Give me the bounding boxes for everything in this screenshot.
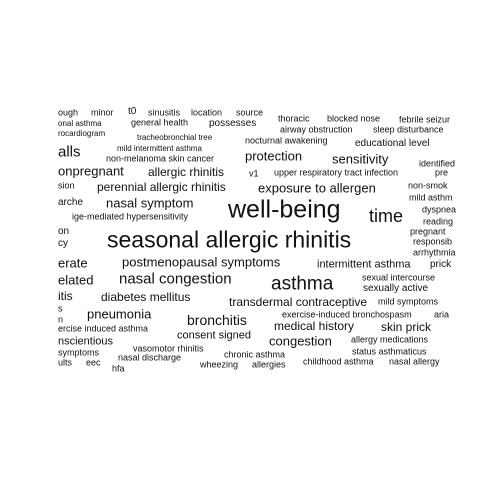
cloud-word-nasal-symptom: nasal symptom [106, 195, 194, 211]
cloud-word-arche: arche [58, 197, 84, 208]
cloud-word-source: source [236, 107, 264, 118]
cloud-word-protection: protection [245, 148, 303, 164]
cloud-word-erate: erate [58, 255, 88, 271]
cloud-word-blocked-nose: blocked nose [327, 113, 381, 124]
cloud-word-medical-history: medical history [274, 319, 355, 333]
cloud-word-nasal-discharge: nasal discharge [118, 352, 182, 363]
cloud-word-skin-prick: skin prick [381, 320, 432, 334]
cloud-word-location: location [191, 107, 223, 118]
cloud-word-seasonal-allergic-rhinitis: seasonal allergic rhinitis [107, 226, 352, 253]
cloud-word-educational-level: educational level [355, 138, 430, 149]
cloud-word-eec: eec [86, 357, 101, 368]
cloud-word-ults: ults [58, 357, 73, 368]
cloud-word-sexually-active: sexually active [363, 283, 429, 294]
cloud-word-sion: sion [58, 180, 75, 191]
cloud-word-childhood-asthma: childhood asthma [303, 356, 374, 367]
cloud-word-exposure-to-allergen: exposure to allergen [258, 180, 376, 196]
cloud-word-reading: reading [423, 216, 454, 227]
cloud-word-nocturnal-awakening: nocturnal awakening [245, 135, 328, 146]
cloud-word-mild-asthm: mild asthm [409, 192, 453, 203]
cloud-word-s: s [58, 303, 63, 314]
cloud-word-upper-respiratory-tract-infection: upper respiratory tract infection [274, 167, 399, 178]
cloud-word-n: n [58, 314, 64, 325]
cloud-word-well-being: well-being [228, 195, 341, 224]
cloud-word-t0: t0 [128, 106, 137, 117]
cloud-word-allergies: allergies [252, 359, 286, 370]
cloud-word-symptoms: symptoms [58, 347, 100, 358]
cloud-word-rocardiogram: rocardiogram [58, 129, 106, 138]
cloud-word-pneumonia: pneumonia [87, 306, 152, 322]
cloud-word-congestion: congestion [269, 333, 332, 349]
cloud-word-arrhythmia: arrhythmia [413, 247, 456, 258]
cloud-word-non-smok: non-smok [408, 180, 448, 191]
cloud-word-nasal-allergy: nasal allergy [389, 356, 440, 367]
cloud-word-mild-symptoms: mild symptoms [378, 296, 439, 307]
cloud-word-dyspnea: dyspnea [422, 204, 457, 215]
cloud-word-responsib: responsib [413, 236, 453, 247]
cloud-word-consent-signed: consent signed [177, 329, 251, 342]
cloud-word-exercise-induced-bronchospasm: exercise-induced bronchospasm [282, 309, 412, 320]
cloud-word-mild-intermittent-asthma: mild intermittent asthma [117, 144, 202, 153]
cloud-word-non-melanoma-skin-cancer: non-melanoma skin cancer [106, 153, 215, 164]
cloud-word-sensitivity: sensitivity [332, 151, 389, 167]
cloud-word-sexual-intercourse: sexual intercourse [362, 272, 436, 283]
cloud-word-hfa: hfa [112, 363, 125, 374]
cloud-word-nasal-congestion: nasal congestion [119, 270, 232, 288]
cloud-word-bronchitis: bronchitis [187, 312, 247, 328]
cloud-word-perennial-allergic-rhinitis: perennial allergic rhinitis [97, 180, 226, 194]
cloud-word-wheezing: wheezing [200, 359, 239, 370]
cloud-word-prick: prick [430, 259, 452, 270]
cloud-word-febrile-seizur: febrile seizur [399, 114, 451, 125]
cloud-word-chronic-asthma: chronic asthma [224, 349, 286, 360]
cloud-word-nscientious: nscientious [58, 335, 114, 348]
cloud-word-time: time [369, 206, 404, 226]
cloud-word-sleep-disturbance: sleep disturbance [373, 124, 444, 135]
cloud-word-diabetes-mellitus: diabetes mellitus [101, 290, 191, 304]
cloud-word-transdermal-contraceptive: transdermal contraceptive [229, 295, 368, 309]
cloud-word-postmenopausal-symptoms: postmenopausal symptoms [122, 254, 281, 270]
cloud-word-ige-mediated-hypersensitivity: ige-mediated hypersensitivity [72, 211, 189, 222]
cloud-word-onal-asthma: onal asthma [58, 119, 102, 128]
cloud-word-identified: identified [419, 158, 456, 169]
cloud-word-ough: ough [58, 107, 79, 118]
cloud-word-on: on [58, 226, 70, 237]
cloud-word-alls: alls [58, 143, 81, 161]
cloud-word-allergy-medications: allergy medications [351, 334, 429, 345]
cloud-word-cy: cy [58, 238, 68, 249]
cloud-word-allergic-rhinitis: allergic rhinitis [148, 165, 225, 179]
cloud-word-tracheobronchial-tree: tracheobronchial tree [137, 133, 213, 142]
cloud-word-status-asthmaticus: status asthmaticus [352, 346, 427, 357]
cloud-word-possesses: possesses [209, 118, 257, 129]
cloud-word-general-health: general health [131, 117, 189, 128]
cloud-word-vasomotor-rhinitis: vasomotor rhinitis [133, 343, 204, 354]
cloud-word-itis: itis [58, 289, 73, 303]
cloud-word-pre: pre [435, 167, 449, 178]
cloud-word-airway-obstruction: airway obstruction [280, 124, 353, 135]
cloud-word-aria: aria [434, 309, 450, 320]
cloud-word-sinusitis: sinusitis [148, 107, 181, 118]
cloud-word-v1: v1 [249, 168, 259, 179]
cloud-word-thoracic: thoracic [278, 113, 310, 124]
cloud-word-minor: minor [91, 107, 114, 118]
cloud-word-intermittent-asthma: intermittent asthma [317, 258, 411, 271]
cloud-word-onpregnant: onpregnant [58, 163, 124, 179]
cloud-word-asthma: asthma [271, 273, 334, 295]
cloud-word-elated: elated [58, 272, 94, 288]
cloud-word-ercise-induced-asthma: ercise induced asthma [58, 323, 149, 334]
cloud-word-pregnant: pregnant [410, 226, 446, 237]
